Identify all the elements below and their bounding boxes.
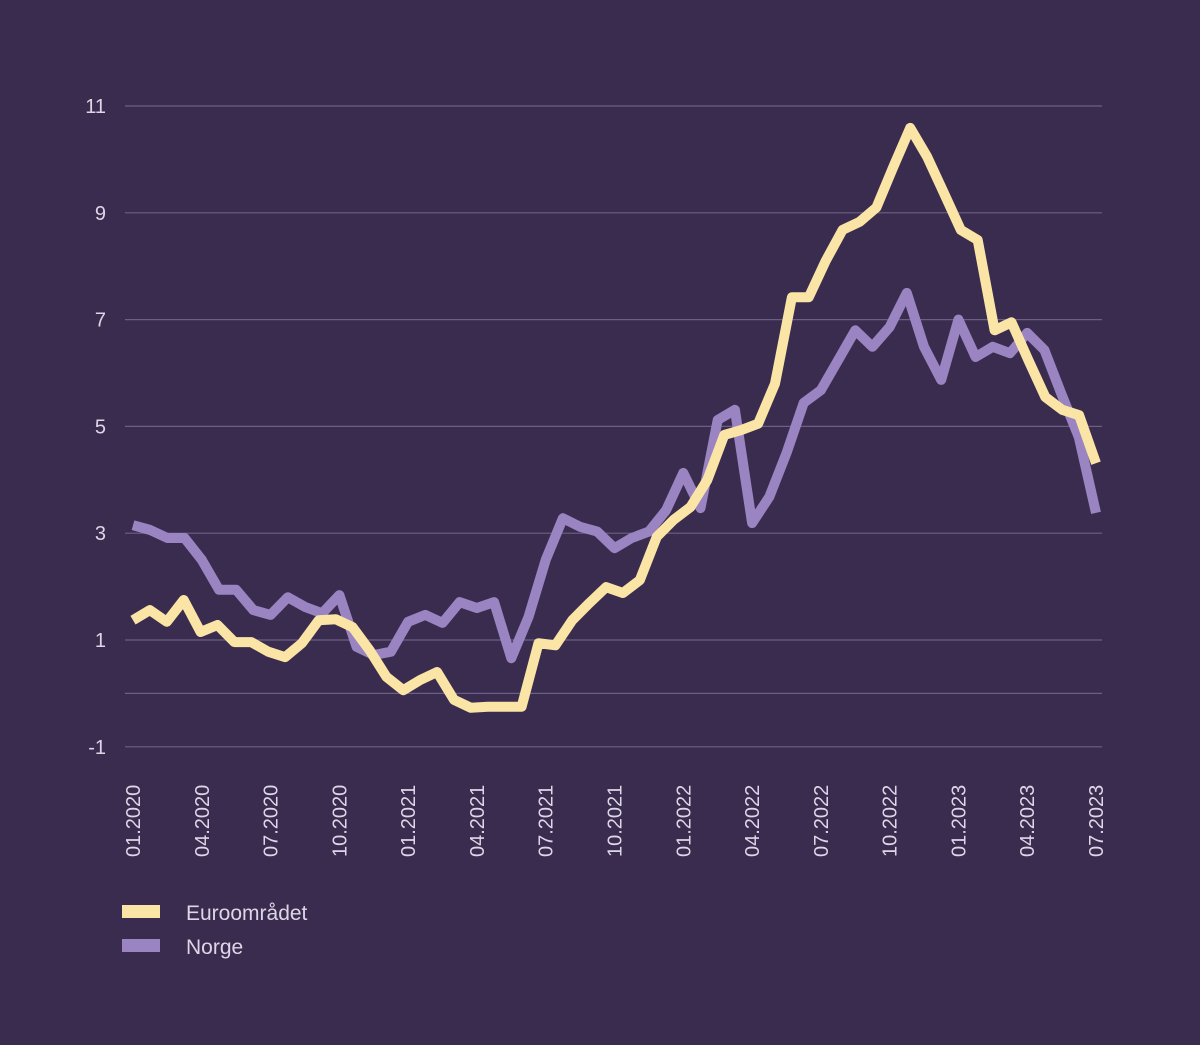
y-tick-label: 11 (85, 96, 106, 118)
legend-swatch-norge (122, 939, 160, 952)
x-tick-label: 07.2022 (811, 785, 833, 857)
x-tick-label: 04.2021 (467, 785, 489, 857)
y-tick-label: 9 (95, 203, 106, 225)
x-tick-label: 04.2022 (742, 785, 764, 857)
legend-label-norge: Norge (186, 936, 243, 959)
x-tick-label: 07.2021 (536, 785, 558, 857)
x-tick-label: 10.2021 (605, 785, 627, 857)
x-tick-label: 07.2020 (261, 785, 283, 857)
y-tick-label: 1 (95, 630, 106, 652)
y-tick-label: 3 (95, 523, 106, 545)
x-axis-tick-labels: 01.2020 04.2020 07.2020 10.2020 01.2021 04.20… (123, 785, 1108, 857)
y-tick-label: -1 (88, 737, 106, 759)
x-tick-label: 10.2022 (880, 785, 902, 857)
x-tick-label: 01.2020 (123, 785, 145, 857)
y-tick-label: 5 (95, 416, 106, 438)
legend: Euroområdet Norge (122, 902, 308, 959)
y-tick-label: 7 (95, 310, 106, 332)
x-tick-label: 04.2020 (192, 785, 214, 857)
legend-swatch-euroomradet (122, 905, 160, 918)
series-lines (130, 122, 1101, 713)
legend-label-euroomradet: Euroområdet (186, 902, 308, 925)
x-tick-label: 10.2020 (329, 785, 351, 857)
x-tick-label: 07.2023 (1086, 785, 1108, 857)
series-line-norge (131, 287, 1101, 664)
gridlines (125, 105, 1102, 748)
x-tick-label: 01.2023 (948, 785, 970, 857)
x-tick-label: 01.2021 (398, 785, 420, 857)
x-tick-label: 01.2022 (673, 785, 695, 857)
series-line-euroomradet (130, 122, 1101, 713)
x-tick-label: 04.2023 (1017, 785, 1039, 857)
y-axis-tick-labels: 11 9 7 5 3 1 -1 (85, 96, 106, 759)
